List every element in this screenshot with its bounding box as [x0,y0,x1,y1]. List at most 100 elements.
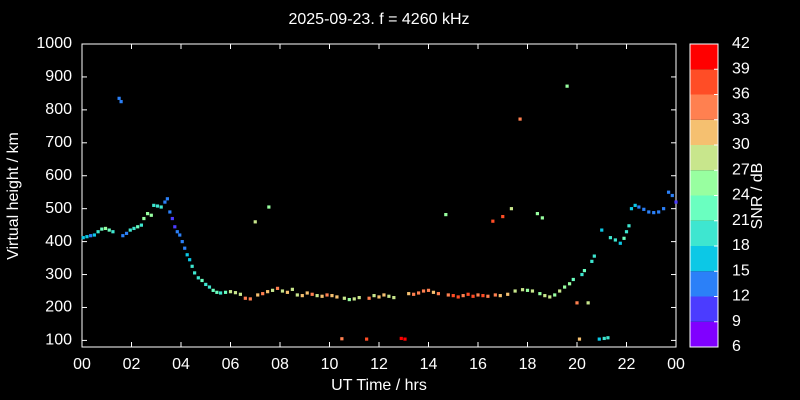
data-point [342,296,346,300]
data-point [128,228,132,232]
x-tick-label: 08 [271,356,289,373]
data-point [188,258,192,262]
colorbar-tick-label: 39 [732,60,750,77]
data-point [602,336,606,341]
data-point [629,207,634,211]
data-point [267,205,271,209]
data-point [608,236,613,240]
y-axis-label: Virtual height / km [5,132,22,260]
data-point [124,231,129,235]
data-point [183,246,187,250]
data-point [280,289,285,293]
data-point [647,210,651,214]
data-point [305,291,309,295]
data-point [159,205,163,209]
y-tick-label: 800 [45,101,72,118]
colorbar-bin [690,195,718,221]
colorbar-bin [690,145,718,171]
y-tick-label: 900 [45,68,72,85]
data-point [335,295,339,299]
y-tick-label: 700 [45,134,72,151]
y-tick-label: 1000 [36,35,72,52]
data-point [509,207,514,211]
data-point [674,200,678,204]
x-tick-label: 10 [321,356,339,373]
data-point [103,226,108,231]
data-point [543,294,547,298]
data-point [165,197,169,201]
x-axis-label: UT Time / hrs [331,377,427,394]
data-point [320,294,324,298]
x-tick-label: 20 [568,356,586,373]
data-point [666,190,671,194]
data-point [204,282,208,287]
data-point [152,203,156,207]
data-point [476,293,480,297]
data-point [421,289,426,293]
x-tick-label: 00 [73,356,91,373]
data-point [642,207,646,211]
x-tick-label: 16 [469,356,487,373]
colorbar-tick-label: 18 [732,237,750,254]
colorbar-bin [690,246,718,272]
data-point [178,233,182,237]
x-tick-label: 18 [519,356,537,373]
data-point [155,204,160,208]
data-point [295,293,299,297]
data-point [407,292,411,296]
data-point [372,294,376,298]
data-point [173,225,177,229]
data-point [520,288,525,292]
data-point [352,297,356,301]
colorbar-bin [690,170,718,196]
data-point [275,286,280,290]
colorbar-tick-label: 30 [732,136,750,153]
data-point [580,272,584,277]
data-point [444,213,448,217]
data-point [185,253,189,257]
data-point [228,290,233,294]
data-point [456,295,460,299]
data-point [196,276,200,280]
data-point [111,230,115,234]
data-point [190,264,194,268]
colorbar-tick-label: 27 [732,161,750,178]
data-point [597,337,601,341]
data-point [586,301,590,305]
data-point [340,337,344,341]
data-point [466,292,470,296]
data-point [451,294,455,298]
colorbar-tick-label: 36 [732,86,750,103]
data-point [367,296,371,300]
data-point [412,292,416,296]
data-point [606,336,610,340]
data-point [662,207,666,211]
data-point [382,293,386,297]
colorbar-bin [690,94,718,120]
y-tick-label: 300 [45,266,72,283]
data-point [285,290,290,294]
data-point [330,294,334,298]
data-point [530,289,535,293]
data-point [600,228,604,232]
colorbar-bin [690,321,718,347]
data-point [253,220,257,224]
data-point [577,337,582,341]
data-point [163,200,167,204]
data-point [89,234,93,238]
data-point [553,293,557,297]
x-tick-label: 06 [222,356,240,373]
colorbar-tick-label: 24 [732,187,750,204]
data-point [310,292,314,296]
data-point [618,241,622,245]
data-point [100,227,104,231]
data-point [96,230,100,234]
data-point [567,282,572,286]
colorbar-bin [690,44,718,70]
data-point [248,297,252,301]
data-point [426,288,431,292]
data-point [417,291,421,295]
colorbar-bin [690,296,718,322]
data-point [119,100,123,104]
